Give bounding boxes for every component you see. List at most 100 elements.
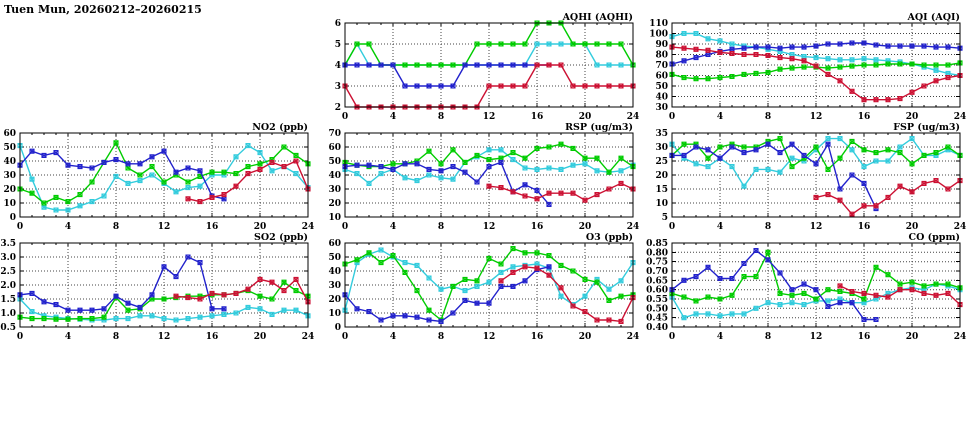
aqhi-ytick: 5 <box>335 40 341 50</box>
o3-ytick: 20 <box>328 295 341 305</box>
chart-co: 0.40 0.45 0.50 0.55 0.60 0.65 0.70 0.75 0.80 0.85… <box>646 231 968 343</box>
co-xtick: 12 <box>810 332 823 342</box>
rsp-xtick: 16 <box>531 222 544 232</box>
co-xtick: 8 <box>765 332 771 342</box>
co-series-blue-line <box>671 249 876 321</box>
aqi-ytick: 50 <box>655 82 668 92</box>
fsp-ytick: 10 <box>655 199 668 209</box>
fsp-xtick: 12 <box>810 222 823 232</box>
rsp-ytick: 10 <box>328 213 341 223</box>
aqhi-ytick: 3 <box>335 82 341 92</box>
rsp-xtick: 0 <box>342 222 348 232</box>
so2-ytick: 0.5 <box>0 323 16 333</box>
so2-xtick: 20 <box>254 332 267 342</box>
o3-series-green-markers <box>342 246 636 323</box>
no2-ytick: 0 <box>10 213 16 223</box>
aqhi-series-blue-line <box>345 64 549 87</box>
o3-ytick: 10 <box>328 309 341 319</box>
rsp-ytick: 40 <box>328 171 341 181</box>
co-xtick: 0 <box>669 332 675 342</box>
o3-series-cyan-markers <box>342 247 636 313</box>
aqhi-xtick: 8 <box>438 112 444 122</box>
rsp-xtick: 8 <box>438 222 444 232</box>
fsp-xtick: 0 <box>669 222 675 232</box>
o3-xtick: 8 <box>438 332 444 342</box>
co-series-blue-markers <box>669 247 879 323</box>
no2-xtick: 0 <box>17 222 23 232</box>
aqhi-series-blue-markers <box>342 62 552 89</box>
o3-xtick: 0 <box>342 332 348 342</box>
co-xtick: 20 <box>906 332 919 342</box>
so2-ytick: 2.5 <box>0 267 16 277</box>
rsp-ytick: 20 <box>328 199 341 209</box>
rsp-xtick: 4 <box>390 222 396 232</box>
co-xtick: 24 <box>954 332 967 342</box>
fsp-series-blue-line <box>672 142 877 209</box>
aqi-ytick: 80 <box>655 51 668 61</box>
so2-title: SO2 (ppb) <box>254 232 308 243</box>
co-series-red-line <box>839 285 961 306</box>
rsp-title: RSP (ug/m3) <box>565 122 633 133</box>
chart-so2: 0.5 1.0 1.5 2.0 2.5 3.0 3.5 0 4 8 12 16 20 24 SO2 (ppb… <box>0 231 316 343</box>
rsp-ytick: 70 <box>328 129 341 139</box>
aqhi-xtick: 4 <box>390 112 396 122</box>
fsp-series-cyan-markers <box>669 136 963 189</box>
aqi-xtick: 0 <box>669 112 675 122</box>
no2-series-cyan-markers <box>17 143 311 213</box>
co-ytick: 0.75 <box>646 258 668 268</box>
so2-ytick: 1.5 <box>0 295 16 305</box>
aqi-ytick: 60 <box>655 72 668 82</box>
no2-title: NO2 (ppb) <box>252 122 308 133</box>
aqi-xtick: 4 <box>717 112 723 122</box>
aqi-ytick: 110 <box>649 19 668 29</box>
so2-series-red-line <box>175 278 309 303</box>
aqi-ytick: 40 <box>655 93 668 103</box>
no2-xtick: 24 <box>302 222 315 232</box>
o3-ytick: 40 <box>328 267 341 277</box>
aqi-ytick: 70 <box>655 61 668 71</box>
co-ytick: 0.50 <box>646 304 668 314</box>
fsp-ytick: 20 <box>655 171 668 181</box>
co-series-red-markers <box>837 283 963 308</box>
o3-xtick: 16 <box>531 332 544 342</box>
aqhi-xtick: 16 <box>531 112 544 122</box>
fsp-xtick: 20 <box>906 222 919 232</box>
aqi-title: AQI (AQI) <box>907 12 960 23</box>
co-ytick: 0.80 <box>646 248 668 258</box>
co-ytick: 0.40 <box>646 323 668 333</box>
rsp-series-red-markers <box>486 180 636 203</box>
so2-xtick: 24 <box>302 332 315 342</box>
no2-svg: 0 10 20 30 40 50 60 0 4 8 12 16 20 24 NO2 (ppb) <box>3 122 315 232</box>
no2-series-red-markers <box>185 158 311 205</box>
co-ytick: 0.45 <box>646 314 668 324</box>
rsp-ytick: 60 <box>328 143 341 153</box>
aqhi-ytick: 6 <box>335 19 341 29</box>
aqi-xtick: 20 <box>906 112 919 122</box>
so2-series-blue-markers <box>17 254 227 313</box>
fsp-title: FSP (ug/m3) <box>893 122 960 133</box>
aqi-series-red-markers <box>669 44 963 103</box>
aqi-series-green-markers <box>669 60 963 82</box>
no2-ytick: 30 <box>3 171 16 181</box>
o3-ytick: 0 <box>335 323 341 333</box>
no2-xtick: 20 <box>254 222 267 232</box>
o3-svg: 0 10 20 30 40 50 60 0 4 8 12 16 20 24 O3 (ppb) <box>328 232 639 342</box>
no2-ytick: 50 <box>3 143 16 153</box>
o3-ytick: 50 <box>328 253 341 263</box>
co-ytick: 0.55 <box>646 295 668 305</box>
so2-ytick: 2.0 <box>0 281 16 291</box>
so2-xtick: 12 <box>158 332 171 342</box>
fsp-ytick: 5 <box>662 213 668 223</box>
so2-ytick: 3.5 <box>0 239 16 249</box>
rsp-xtick: 20 <box>579 222 592 232</box>
no2-ytick: 20 <box>3 185 16 195</box>
no2-xtick: 12 <box>158 222 171 232</box>
co-ytick: 0.65 <box>646 276 668 286</box>
so2-series-blue-line <box>19 256 224 311</box>
aqi-xtick: 16 <box>858 112 871 122</box>
aqi-xtick: 24 <box>954 112 967 122</box>
no2-ytick: 40 <box>3 157 16 167</box>
so2-xtick: 0 <box>17 332 23 342</box>
fsp-series-blue-markers <box>669 141 879 212</box>
o3-series-red-markers <box>498 264 636 324</box>
